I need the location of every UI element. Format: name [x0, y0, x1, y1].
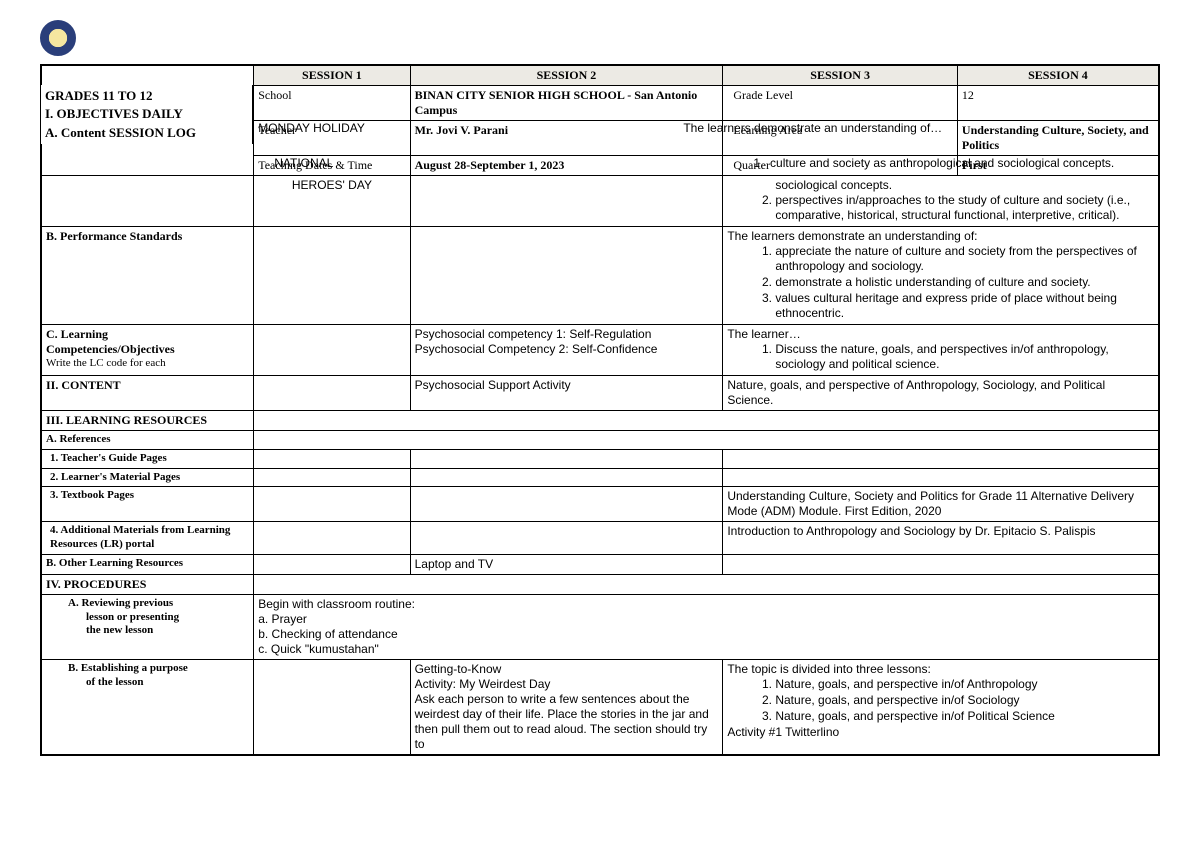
perf-item3: values cultural heritage and express pri…: [775, 291, 1154, 321]
perf-item2: demonstrate a holistic understanding of …: [775, 275, 1154, 290]
proc-head: IV. PROCEDURES: [42, 574, 254, 594]
content-s1-empty: [254, 376, 410, 411]
session1-header: SESSION 1: [254, 66, 410, 86]
perf-item1: appreciate the nature of culture and soc…: [775, 244, 1154, 274]
lc-lead: The learner…: [727, 327, 1154, 342]
lr-b-value: Laptop and TV: [410, 554, 723, 574]
learning-competencies-label: C. Learning Competencies/Objectives Writ…: [42, 325, 254, 376]
left-info-spacer: [42, 86, 254, 176]
proc-b-s2: Getting-to-Know Activity: My Weirdest Da…: [410, 659, 723, 754]
proc-b-i1: Nature, goals, and perspective in/of Ant…: [775, 677, 1154, 692]
lc-label1: C. Learning: [46, 327, 249, 342]
proc-b-activity: Activity #1 Twitterlino: [727, 725, 1154, 740]
school-label: School: [254, 86, 410, 121]
holiday-line2: NATIONAL: [274, 156, 333, 171]
learning-area-label-cell: Learning Area The learners demonstrate a…: [723, 121, 958, 156]
lc-label3: Write the LC code for each: [46, 357, 249, 371]
proc-b-i2: Nature, goals, and perspective in/of Soc…: [775, 693, 1154, 708]
lr-a-empty: [254, 431, 1159, 450]
lc-item1: Discuss the nature, goals, and perspecti…: [775, 342, 1154, 372]
session3-header: SESSION 3: [723, 66, 958, 86]
performance-standards-label: B. Performance Standards: [42, 227, 254, 325]
lc-session34: The learner… Discuss the nature, goals, …: [723, 325, 1159, 376]
lc-session2: Psychosocial competency 1: Self-Regulati…: [410, 325, 723, 376]
deped-logo: [40, 20, 76, 56]
lc-s2b: Psychosocial Competency 2: Self-Confiden…: [415, 342, 719, 357]
teacher-value: Mr. Jovi V. Parani: [410, 121, 723, 156]
lr-head-empty: [254, 411, 1159, 431]
session2-header: SESSION 2: [410, 66, 723, 86]
content-s34: Nature, goals, and perspective of Anthro…: [723, 376, 1159, 411]
school-value: BINAN CITY SENIOR HIGH SCHOOL - San Anto…: [410, 86, 723, 121]
perf-lead: The learners demonstrate an understandin…: [727, 229, 1154, 244]
dates-label-cell: Teaching Dates & Time NATIONAL: [254, 156, 410, 176]
learning-area-value: Understanding Culture, Society, and Poli…: [957, 121, 1158, 156]
blank-corner: [42, 66, 254, 86]
lc-label2: Competencies/Objectives: [46, 342, 249, 357]
grade-level-label: Grade Level: [723, 86, 958, 121]
lr-a3: 3. Textbook Pages: [42, 487, 254, 522]
quarter-label-cell: Quarter 1. culture and society as anthro…: [723, 156, 958, 176]
lr-b: B. Other Learning Resources: [42, 554, 254, 574]
proc-b-lead: The topic is divided into three lessons:: [727, 662, 1154, 677]
lr-a4-value: Introduction to Anthropology and Sociolo…: [723, 522, 1159, 555]
session4-header: SESSION 4: [957, 66, 1158, 86]
holiday-line3: HEROES' DAY: [254, 176, 410, 227]
content-std-item1-ghost: 1. culture and society as anthropologica…: [753, 156, 1114, 171]
main-table: SESSION 1 SESSION 2 SESSION 3 SESSION 4 …: [41, 65, 1159, 755]
lr-a4: 4. Additional Materials from Learning Re…: [42, 522, 254, 555]
lr-a: A. References: [42, 431, 254, 450]
perf-s1-empty: [254, 227, 410, 325]
content-std-lead-ghost: The learners demonstrate an understandin…: [683, 121, 942, 136]
dates-value: August 28-September 1, 2023: [410, 156, 723, 176]
performance-standards-text: The learners demonstrate an understandin…: [723, 227, 1159, 325]
proc-b-label: B. Establishing a purpose of the lesson: [42, 659, 254, 754]
grade-level-value: 12: [957, 86, 1158, 121]
lc-s2a: Psychosocial competency 1: Self-Regulati…: [415, 327, 719, 342]
lr-a1: 1. Teacher's Guide Pages: [42, 449, 254, 468]
perf-s2-empty: [410, 227, 723, 325]
content-s2: Psychosocial Support Activity: [410, 376, 723, 411]
teacher-label-cell: Teacher MONDAY HOLIDAY: [254, 121, 410, 156]
content-standards-text: sociological concepts. perspectives in/a…: [723, 176, 1159, 227]
proc-b-i3: Nature, goals, and perspective in/of Pol…: [775, 709, 1154, 724]
lr-head: III. LEARNING RESOURCES: [42, 411, 254, 431]
content-standards-spacer: [42, 176, 254, 227]
lesson-log-sheet: GRADES 11 TO 12 I. OBJECTIVES DAILY A. C…: [40, 64, 1160, 756]
content-std-item2: perspectives in/approaches to the study …: [775, 193, 1154, 223]
lc-s1-empty: [254, 325, 410, 376]
content-label: II. CONTENT: [42, 376, 254, 411]
session2-contentstd-empty: [410, 176, 723, 227]
proc-b-s34: The topic is divided into three lessons:…: [723, 659, 1159, 754]
proc-a-label: A. Reviewing previous lesson or presenti…: [42, 594, 254, 659]
lr-a3-value: Understanding Culture, Society and Polit…: [723, 487, 1159, 522]
holiday-line1: MONDAY HOLIDAY: [258, 121, 365, 136]
proc-a-value: Begin with classroom routine: a. Prayer …: [254, 594, 1159, 659]
lr-a2: 2. Learner's Material Pages: [42, 468, 254, 487]
